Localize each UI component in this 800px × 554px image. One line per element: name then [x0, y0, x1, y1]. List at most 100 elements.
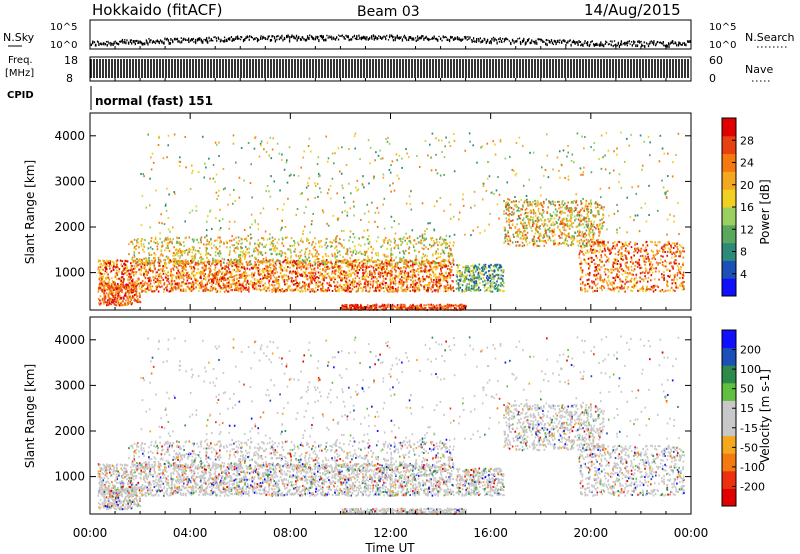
noise-sample	[372, 34, 375, 38]
noise-sample	[528, 37, 530, 40]
power-cell	[127, 279, 129, 282]
power-cell	[115, 291, 118, 294]
power-cell	[121, 284, 124, 287]
power-cell	[131, 296, 134, 299]
power-cell	[306, 288, 309, 291]
power-cell	[143, 261, 145, 264]
power-cell	[155, 288, 158, 291]
power-cell	[174, 254, 176, 257]
power-cell	[342, 270, 345, 273]
power-cell	[385, 259, 388, 262]
power-cell	[175, 249, 177, 252]
power-cell	[288, 277, 290, 280]
power-cell	[244, 250, 247, 253]
noise-sample	[367, 38, 369, 41]
power-cell	[419, 280, 422, 283]
power-cell	[160, 253, 163, 256]
power-cell	[412, 271, 415, 274]
power-cell	[335, 268, 337, 271]
noise-sample	[175, 38, 177, 41]
power-cell	[362, 262, 365, 265]
noise-sample	[180, 37, 182, 39]
power-cell	[358, 284, 361, 287]
power-cell	[322, 259, 325, 262]
power-cell	[110, 285, 113, 288]
power-cell	[252, 284, 254, 287]
noise-sample	[371, 38, 373, 40]
power-cell	[356, 267, 358, 270]
power-cell	[283, 273, 286, 276]
power-cell	[350, 290, 353, 293]
power-cell	[430, 262, 433, 265]
power-cell	[138, 292, 141, 295]
power-cell	[293, 244, 296, 247]
power-cell	[338, 284, 341, 287]
power-cell	[217, 284, 220, 287]
power-cell	[265, 265, 267, 268]
power-cell	[311, 243, 314, 246]
power-cell	[447, 259, 450, 262]
power-cell	[353, 271, 355, 274]
power-cell	[319, 241, 321, 244]
power-cell	[287, 286, 289, 289]
power-cell	[333, 280, 335, 283]
power-cell	[501, 283, 503, 286]
power-cell	[488, 264, 490, 267]
noise-tick-left-top: 10^5	[50, 22, 77, 33]
power-cell	[402, 290, 405, 293]
power-cell	[182, 267, 185, 270]
power-cell	[396, 276, 399, 279]
noise-sample	[539, 38, 541, 41]
power-cell	[223, 258, 226, 261]
power-cell	[291, 272, 293, 275]
power-cell	[145, 271, 148, 274]
power-cell	[318, 260, 321, 263]
power-cell	[466, 269, 468, 272]
power-cell	[115, 304, 118, 307]
power-cell	[344, 284, 346, 287]
power-cell	[167, 256, 170, 259]
noise-sample	[404, 36, 406, 39]
power-cell	[281, 269, 284, 272]
noise-sample	[163, 41, 165, 45]
noise-sample	[288, 39, 291, 43]
noise-sample	[111, 42, 113, 45]
power-cell	[205, 248, 208, 251]
power-cell	[439, 273, 442, 276]
power-cell	[363, 286, 365, 289]
power-cell	[407, 287, 409, 290]
power-cell	[284, 253, 287, 256]
power-cell	[339, 242, 342, 245]
power-cell	[393, 259, 395, 262]
power-cell	[233, 238, 235, 241]
noise-sample	[205, 37, 208, 40]
power-cell	[319, 263, 322, 266]
noise-tick-left-bottom: 10^0	[50, 40, 77, 51]
power-cell	[406, 284, 409, 287]
power-cell	[424, 269, 426, 272]
noise-sample	[178, 40, 180, 43]
power-cell	[412, 282, 415, 285]
noise-sample	[479, 37, 481, 40]
power-cell	[327, 267, 329, 270]
power-cell	[407, 265, 409, 268]
power-cell	[375, 240, 378, 243]
power-cell	[367, 260, 370, 263]
power-cell	[103, 296, 106, 299]
power-cell	[143, 257, 145, 260]
power-cell	[354, 248, 357, 251]
power-cell	[314, 277, 317, 280]
noise-sample	[516, 39, 518, 43]
power-cell	[224, 268, 227, 271]
power-cell	[120, 296, 123, 299]
power-cell	[233, 279, 235, 282]
power-cell	[342, 259, 345, 262]
power-cell	[112, 291, 115, 294]
power-cell	[401, 281, 403, 284]
power-cell	[143, 282, 146, 285]
power-cell	[197, 280, 199, 283]
power-cell	[182, 281, 185, 284]
power-cell	[97, 290, 100, 293]
power-cell	[340, 269, 343, 272]
power-cell	[139, 268, 142, 271]
